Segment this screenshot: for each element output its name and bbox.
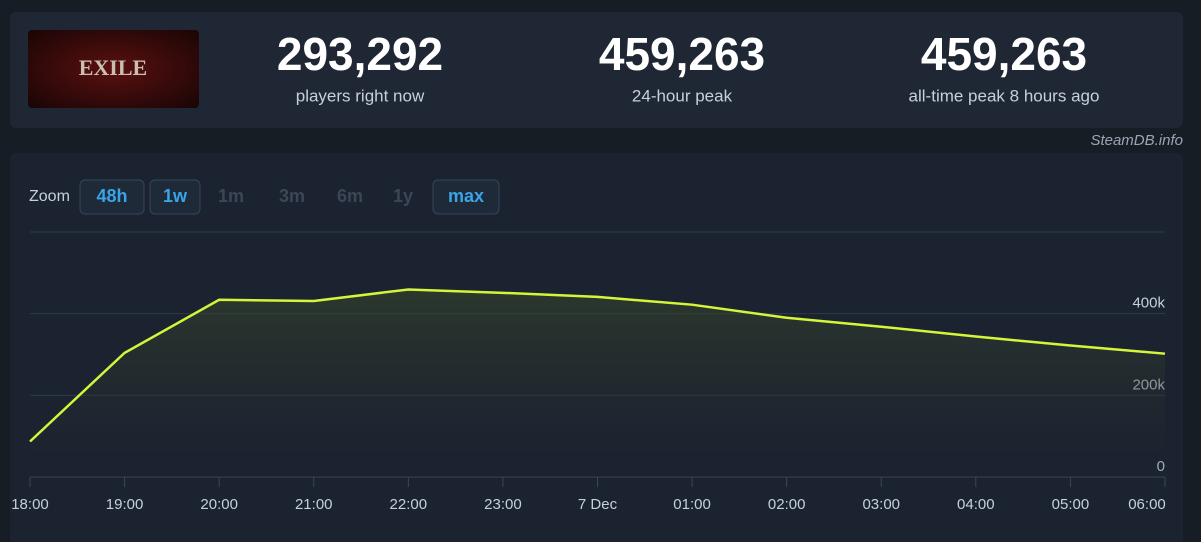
x-tick-label: 18:00 bbox=[11, 496, 49, 513]
zoom-option[interactable]: 1m bbox=[218, 186, 244, 206]
zoom-button[interactable] bbox=[149, 179, 201, 215]
x-tick-label: 04:00 bbox=[957, 496, 995, 513]
x-tick-label: 22:00 bbox=[390, 496, 428, 513]
game-logo bbox=[28, 30, 199, 108]
zoom-button[interactable] bbox=[432, 179, 500, 215]
x-tick-label: 01:00 bbox=[673, 496, 711, 513]
stat-value: 459,263 bbox=[599, 28, 765, 80]
x-tick-label: 06:00 bbox=[1128, 496, 1166, 513]
stat-value: 459,263 bbox=[921, 28, 1087, 80]
stat-label: 24-hour peak bbox=[632, 86, 733, 105]
area bbox=[30, 289, 1165, 477]
zoom-label: Zoom bbox=[29, 188, 70, 205]
y-tick-label: 400k bbox=[1132, 295, 1165, 312]
zoom-option[interactable]: max bbox=[448, 186, 484, 206]
zoom-option[interactable]: 3m bbox=[279, 186, 305, 206]
x-tick-label: 02:00 bbox=[768, 496, 806, 513]
x-tick-label: 03:00 bbox=[862, 496, 900, 513]
site-credit: SteamDB.info bbox=[1090, 132, 1183, 149]
x-tick-label: 23:00 bbox=[484, 496, 522, 513]
stat-label: all-time peak 8 hours ago bbox=[909, 86, 1100, 105]
zoom-button[interactable] bbox=[79, 179, 145, 215]
zoom-option[interactable]: 6m bbox=[337, 186, 363, 206]
stat-label: players right now bbox=[296, 86, 425, 105]
player-line bbox=[29, 288, 1166, 443]
x-tick-label: 20:00 bbox=[200, 496, 238, 513]
x-tick-label: 19:00 bbox=[106, 496, 144, 513]
zoom-option[interactable]: 48h bbox=[96, 186, 127, 206]
stats-panel bbox=[10, 12, 1183, 128]
zoom-option[interactable]: 1w bbox=[163, 186, 188, 206]
x-tick-label: 7 Dec bbox=[578, 496, 618, 513]
logo-text: EXILE bbox=[79, 55, 147, 80]
x-tick-label: 21:00 bbox=[295, 496, 333, 513]
zoom-option[interactable]: 1y bbox=[393, 186, 413, 206]
stat-value: 293,292 bbox=[277, 28, 443, 80]
x-tick-label: 05:00 bbox=[1052, 496, 1090, 513]
